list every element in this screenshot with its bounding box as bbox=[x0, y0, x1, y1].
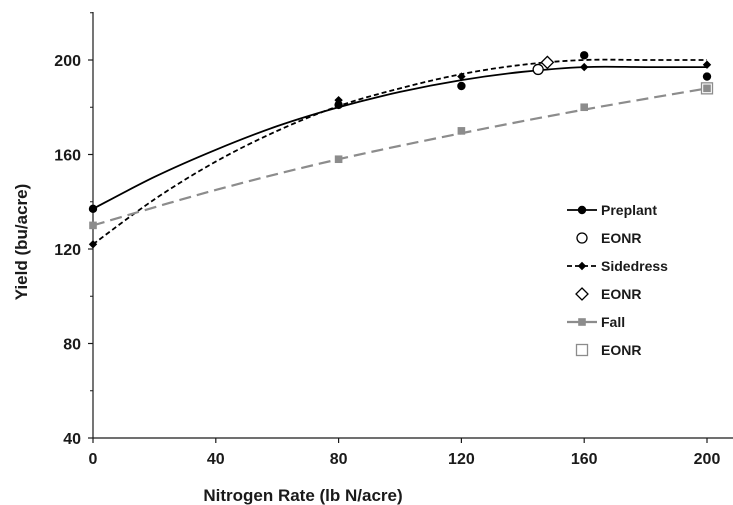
x-tick-label: 40 bbox=[207, 451, 225, 468]
legend-marker bbox=[575, 287, 589, 301]
legend-label: EONR bbox=[601, 230, 641, 246]
eonr-point bbox=[532, 63, 544, 76]
legend-marker bbox=[578, 318, 586, 326]
fit-lines bbox=[92, 58, 708, 246]
legend-label: Sidedress bbox=[601, 258, 668, 274]
legend-label: Fall bbox=[601, 314, 625, 330]
fit-line-sidedress bbox=[92, 58, 707, 246]
data-point-preplant bbox=[457, 81, 466, 91]
legend-marker bbox=[576, 232, 588, 244]
y-tick-label: 200 bbox=[54, 53, 81, 70]
y-tick-label: 120 bbox=[54, 242, 81, 259]
y-axis-title: Yield (bu/acre) bbox=[12, 184, 31, 301]
legend-item: EONR bbox=[575, 286, 641, 302]
data-point-preplant bbox=[580, 51, 589, 60]
y-tick-label: 160 bbox=[54, 148, 81, 165]
legend-label: EONR bbox=[601, 342, 641, 358]
x-tick-label: 200 bbox=[694, 451, 721, 468]
y-tick-label: 80 bbox=[63, 337, 81, 354]
legend-item: Fall bbox=[567, 314, 625, 330]
y-tick-label: 40 bbox=[63, 431, 81, 448]
legend-marker bbox=[575, 343, 589, 357]
data-point-preplant bbox=[702, 72, 712, 81]
legend-label: Preplant bbox=[601, 202, 657, 218]
fit-line-fall bbox=[92, 87, 708, 227]
legend-label: EONR bbox=[601, 286, 641, 302]
data-point-sidedress bbox=[88, 240, 98, 249]
data-point-fall bbox=[334, 155, 343, 164]
data-point-sidedress bbox=[702, 60, 712, 69]
legend-item: EONR bbox=[575, 342, 641, 358]
data-point-preplant bbox=[88, 204, 98, 214]
data-point-fall bbox=[89, 221, 97, 230]
legend-item: Preplant bbox=[567, 202, 657, 218]
x-tick-label: 80 bbox=[330, 451, 348, 468]
x-tick-label: 0 bbox=[89, 451, 98, 468]
data-point-sidedress bbox=[334, 95, 343, 105]
data-point-fall bbox=[580, 103, 588, 112]
legend-item: Sidedress bbox=[567, 258, 668, 274]
x-tick-label: 120 bbox=[448, 451, 475, 468]
data-point-sidedress bbox=[580, 62, 589, 72]
data-markers bbox=[88, 51, 714, 249]
legend-item: EONR bbox=[576, 230, 641, 246]
axis-ticks: 0 40 80 120 160 200 40 80 120 160 200 bbox=[54, 12, 721, 468]
legend: Preplant EONR Sidedress EONR Fall EONR bbox=[567, 202, 668, 358]
fit-line-preplant bbox=[92, 65, 707, 210]
data-point-fall bbox=[457, 127, 466, 135]
legend-marker bbox=[577, 205, 587, 215]
data-point-fall bbox=[703, 84, 711, 93]
legend-marker bbox=[577, 261, 587, 271]
eonr-point bbox=[540, 55, 555, 70]
x-tick-label: 160 bbox=[571, 451, 598, 468]
data-point-preplant bbox=[334, 100, 343, 110]
data-point-sidedress bbox=[457, 72, 466, 81]
x-axis-title: Nitrogen Rate (lb N/acre) bbox=[203, 486, 402, 505]
